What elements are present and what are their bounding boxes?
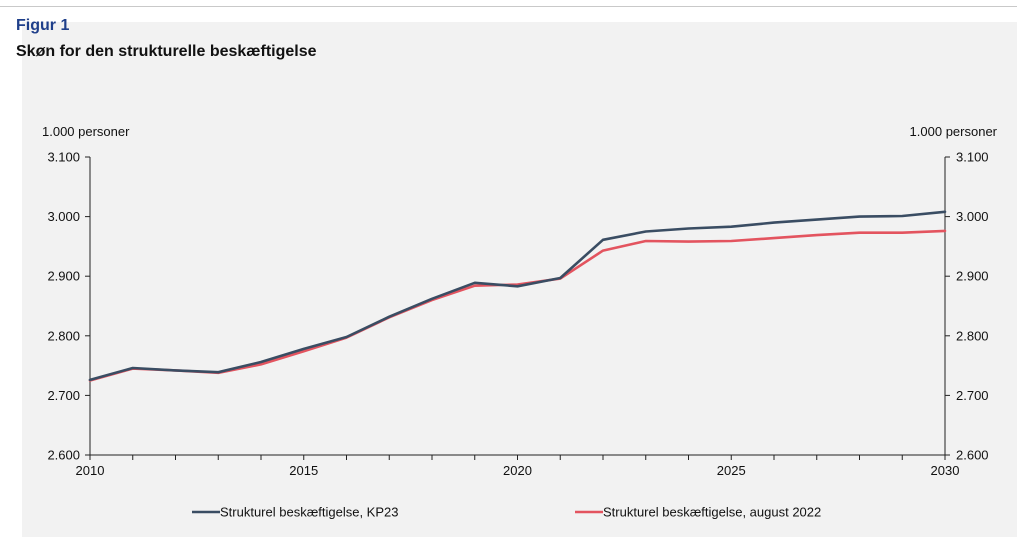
y-tick-label-right: 2.700 <box>956 388 989 403</box>
y-tick-label-left: 2.900 <box>47 269 80 284</box>
x-tick-label: 2010 <box>76 463 105 478</box>
legend-label: Strukturel beskæftigelse, august 2022 <box>603 505 821 520</box>
chart-lines <box>88 210 947 382</box>
x-tick-label: 2015 <box>289 463 318 478</box>
x-tick-label: 2025 <box>717 463 746 478</box>
top-divider <box>0 6 1017 7</box>
y-axis-unit-right: 1.000 personer <box>910 124 998 139</box>
chart-axes: 2.600 2.600 2.700 2.700 2.800 2.800 2.900 2.900… <box>42 124 998 478</box>
figure-title: Skøn for den strukturelle beskæftigelse <box>16 43 317 60</box>
y-tick-label-left: 3.000 <box>47 209 80 224</box>
series-line-august-2022 <box>88 229 947 382</box>
chart-legend: Strukturel beskæftigelse, KP23 Strukturel… <box>192 505 821 520</box>
figure-panel <box>22 22 1017 537</box>
y-tick-label-right: 2.900 <box>956 269 989 284</box>
x-tick-label: 2020 <box>503 463 532 478</box>
y-tick-label-right: 3.000 <box>956 209 989 224</box>
y-tick-label-left: 2.700 <box>47 388 80 403</box>
y-tick-label-right: 3.100 <box>956 150 989 165</box>
series-line-kp23 <box>88 210 947 382</box>
figure-label: Figur 1 <box>16 17 70 34</box>
y-tick-label-right: 2.800 <box>956 328 989 343</box>
x-tick-label: 2030 <box>931 463 960 478</box>
y-tick-label-right: 2.600 <box>956 448 989 463</box>
legend-label: Strukturel beskæftigelse, KP23 <box>220 505 398 520</box>
y-tick-label-left: 2.600 <box>47 448 80 463</box>
y-tick-label-left: 2.800 <box>47 328 80 343</box>
y-axis-unit-left: 1.000 personer <box>42 124 130 139</box>
y-tick-label-left: 3.100 <box>47 150 80 165</box>
